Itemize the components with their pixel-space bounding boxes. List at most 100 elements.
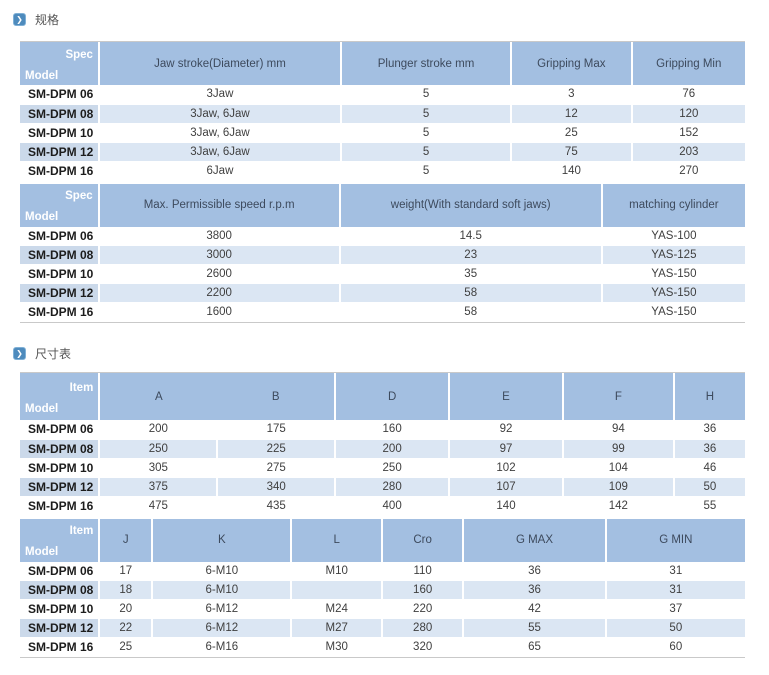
corner-top-label: Item: [69, 525, 94, 537]
model-cell: SM-DPM 06: [20, 561, 100, 581]
data-cell: 142: [561, 496, 674, 516]
data-cell: 140: [510, 161, 632, 181]
data-cell: 99: [561, 439, 674, 459]
data-cell: 475: [98, 496, 218, 516]
corner-header: Item Model: [20, 518, 100, 562]
table-row: SM-DPM 12 2200 58 YAS-150: [20, 283, 745, 303]
data-cell: 2200: [97, 283, 340, 303]
data-cell: 31: [604, 561, 745, 581]
data-table: Item Model A B D E F H SM-DPM 06 200 175 160 92 94 36 S…: [20, 373, 745, 516]
data-cell: 35: [338, 264, 602, 284]
data-cell: 46: [672, 458, 745, 478]
dimension-tables: Item Model A B D E F H SM-DPM 06 200 175 160 92 94 36 S…: [20, 372, 745, 658]
data-cell: 3: [510, 85, 632, 105]
model-cell: SM-DPM 10: [20, 123, 99, 143]
data-table: Item Model J K L Cro G MAX G MIN SM-DPM 06 17 6-M1…: [20, 518, 745, 657]
table-row: SM-DPM 10 305 275 250 102 104 46: [20, 458, 745, 478]
arrow-right-icon: ❯: [13, 347, 26, 360]
data-cell: 3Jaw, 6Jaw: [97, 104, 341, 124]
table-row: SM-DPM 16 475 435 400 140 142 55: [20, 496, 745, 516]
table-row: SM-DPM 16 1600 58 YAS-150: [20, 302, 745, 322]
column-header: Gripping Min: [630, 42, 745, 85]
header-row: Spec Model Jaw stroke(Diameter) mm Plunger …: [20, 42, 745, 85]
model-cell: SM-DPM 08: [20, 104, 99, 124]
data-cell: 37: [604, 599, 745, 619]
data-cell: 203: [630, 142, 745, 162]
data-cell: 18: [98, 580, 153, 600]
data-cell: 6-M12: [151, 618, 292, 638]
data-cell: 6Jaw: [97, 161, 341, 181]
data-cell: 6-M12: [151, 599, 292, 619]
data-cell: 5: [339, 142, 512, 162]
dimension-table-1-slot: Item Model A B D E F H SM-DPM 06 200 175 160 92 94 36 S…: [20, 372, 745, 516]
data-cell: 107: [448, 477, 563, 497]
model-cell: SM-DPM 16: [20, 302, 99, 322]
data-cell: 5: [339, 104, 512, 124]
column-header: B: [217, 373, 336, 420]
section-dimensions: ❯ 尺寸表 Item Model A B D E F H SM-DPM 06 200 175 160 9…: [0, 345, 769, 658]
data-cell: 5: [339, 85, 512, 105]
dimension-table-2-slot: Item Model J K L Cro G MAX G MIN SM-DPM 06 17 6-M1…: [20, 518, 745, 658]
data-cell: M24: [290, 599, 382, 619]
data-cell: 110: [380, 561, 464, 581]
data-cell: 102: [448, 458, 563, 478]
data-cell: YAS-150: [600, 302, 745, 322]
table-row: SM-DPM 12 22 6-M12 M27 280 55 50: [20, 618, 745, 638]
table-row: SM-DPM 06 3800 14.5 YAS-100: [20, 226, 745, 246]
column-header: E: [448, 373, 563, 420]
section-spec: ❯ 规格 Spec Model Jaw stroke(Diameter) mm Plu…: [0, 11, 769, 323]
data-cell: 160: [380, 580, 464, 600]
column-header: A: [98, 373, 218, 420]
data-table: Spec Model Max. Permissible speed r.p.m wei…: [20, 183, 745, 322]
model-cell: SM-DPM 12: [20, 283, 99, 303]
model-cell: SM-DPM 16: [20, 496, 100, 516]
section-title: 尺寸表: [35, 347, 72, 361]
header-row: Spec Model Max. Permissible speed r.p.m wei…: [20, 183, 745, 227]
header-row: Item Model J K L Cro G MAX G MIN: [20, 518, 745, 562]
data-cell: 12: [510, 104, 632, 124]
data-cell: 3Jaw, 6Jaw: [97, 123, 341, 143]
corner-bottom-label: Model: [25, 69, 59, 82]
data-cell: YAS-100: [600, 226, 745, 246]
data-cell: 280: [334, 477, 450, 497]
section-title: 规格: [35, 13, 60, 27]
table-row: SM-DPM 12 375 340 280 107 109 50: [20, 477, 745, 497]
table-row: SM-DPM 08 250 225 200 97 99 36: [20, 439, 745, 459]
data-cell: 109: [561, 477, 674, 497]
data-cell: 36: [462, 580, 606, 600]
table-row: SM-DPM 10 3Jaw, 6Jaw 5 25 152: [20, 123, 745, 143]
spec-table-2-slot: Spec Model Max. Permissible speed r.p.m wei…: [20, 183, 745, 323]
model-cell: SM-DPM 06: [20, 226, 99, 246]
data-cell: 140: [448, 496, 563, 516]
column-header: F: [561, 373, 674, 420]
model-cell: SM-DPM 16: [20, 637, 100, 657]
corner-header: Spec Model: [20, 42, 99, 85]
table-row: SM-DPM 12 3Jaw, 6Jaw 5 75 203: [20, 142, 745, 162]
page: ❯ 规格 Spec Model Jaw stroke(Diameter) mm Plu…: [0, 11, 769, 668]
model-cell: SM-DPM 06: [20, 85, 99, 105]
data-cell: 152: [630, 123, 745, 143]
data-cell: 160: [334, 420, 450, 440]
corner-top-label: Spec: [65, 190, 93, 202]
table-row: SM-DPM 08 3000 23 YAS-125: [20, 245, 745, 265]
data-cell: 97: [448, 439, 563, 459]
data-table: Spec Model Jaw stroke(Diameter) mm Plunger …: [20, 42, 745, 181]
table-row: SM-DPM 16 6Jaw 5 140 270: [20, 161, 745, 181]
model-cell: SM-DPM 08: [20, 439, 100, 459]
model-cell: SM-DPM 12: [20, 618, 100, 638]
corner-bottom-label: Model: [25, 546, 59, 558]
spec-tables: Spec Model Jaw stroke(Diameter) mm Plunger …: [20, 41, 745, 323]
data-cell: 250: [98, 439, 218, 459]
model-cell: SM-DPM 10: [20, 599, 100, 619]
table-row: SM-DPM 08 3Jaw, 6Jaw 5 12 120: [20, 104, 745, 124]
data-cell: 175: [216, 420, 336, 440]
column-header: Cro: [380, 518, 464, 562]
model-cell: SM-DPM 16: [20, 161, 99, 181]
data-cell: 3Jaw: [97, 85, 341, 105]
data-cell: 36: [672, 420, 745, 440]
data-cell: 250: [334, 458, 450, 478]
table-row: SM-DPM 08 18 6-M10 160 36 31: [20, 580, 745, 600]
data-cell: 120: [630, 104, 745, 124]
data-cell: YAS-150: [600, 264, 745, 284]
model-cell: SM-DPM 08: [20, 580, 100, 600]
